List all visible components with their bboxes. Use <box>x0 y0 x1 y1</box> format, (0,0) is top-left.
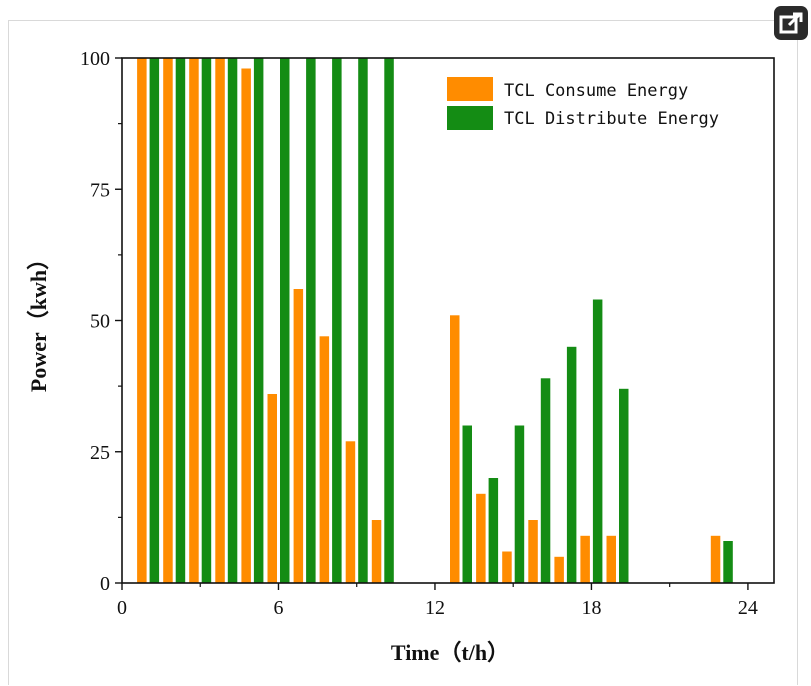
y-tick-label-100: 100 <box>80 48 110 70</box>
bar-distribute-1 <box>149 58 160 583</box>
bar-distribute-2 <box>175 58 186 583</box>
legend-label-distribute: TCL Distribute Energy <box>504 109 719 129</box>
bar-distribute-7 <box>306 58 316 583</box>
bar-consume-8 <box>319 336 330 584</box>
x-tick-label-6: 6 <box>273 597 283 619</box>
bar-consume-6 <box>267 394 277 583</box>
bar-distribute-3 <box>201 58 212 583</box>
bar-distribute-23 <box>723 541 733 583</box>
bar-distribute-16 <box>540 378 551 584</box>
bar-consume-15 <box>502 551 512 583</box>
legend-label-consume: TCL Consume Energy <box>504 81 688 101</box>
bar-distribute-13 <box>462 425 472 583</box>
bar-distribute-19 <box>619 388 629 584</box>
bar-distribute-5 <box>253 58 264 583</box>
bar-consume-14 <box>476 493 486 584</box>
axis-ticks: 0 6 12 18 24 0 25 50 75 100 <box>80 48 758 619</box>
bars-group <box>137 58 733 584</box>
bar-distribute-14 <box>488 478 499 583</box>
bar-consume-2 <box>163 58 173 583</box>
bar-consume-5 <box>241 68 251 583</box>
external-expand-icon <box>779 12 803 34</box>
bar-distribute-6 <box>280 58 290 583</box>
bar-distribute-15 <box>514 425 525 583</box>
y-axis-title: Power（kwh） <box>26 248 51 392</box>
y-tick-label-75: 75 <box>90 179 110 201</box>
bar-consume-3 <box>189 58 199 583</box>
x-tick-label-12: 12 <box>425 597 445 619</box>
bar-consume-10 <box>371 520 382 583</box>
bar-consume-1 <box>137 58 147 583</box>
bar-consume-19 <box>606 535 616 584</box>
bar-consume-23 <box>710 535 721 584</box>
bar-distribute-10 <box>384 58 394 583</box>
bar-consume-7 <box>293 289 304 583</box>
bar-consume-16 <box>528 520 538 583</box>
bar-consume-9 <box>345 441 356 584</box>
legend-swatch-distribute <box>447 106 493 130</box>
bar-distribute-17 <box>566 346 577 584</box>
x-tick-label-24: 24 <box>738 597 758 619</box>
y-tick-label-0: 0 <box>100 573 110 595</box>
bar-consume-4 <box>215 58 225 583</box>
legend: TCL Consume Energy TCL Distribute Energy <box>447 77 719 130</box>
x-tick-label-0: 0 <box>117 597 127 619</box>
legend-swatch-consume <box>447 77 493 101</box>
expand-button[interactable] <box>774 6 808 40</box>
bar-distribute-18 <box>592 299 603 583</box>
y-tick-label-50: 50 <box>90 311 110 333</box>
x-axis-title: Time（t/h） <box>391 640 509 665</box>
bar-distribute-4 <box>227 58 238 583</box>
bar-consume-17 <box>554 556 564 584</box>
bar-consume-18 <box>580 535 590 584</box>
bar-consume-13 <box>450 315 460 584</box>
bar-distribute-8 <box>332 58 342 583</box>
bar-distribute-9 <box>358 58 368 583</box>
y-tick-label-25: 25 <box>90 442 110 464</box>
x-tick-label-18: 18 <box>581 597 601 619</box>
